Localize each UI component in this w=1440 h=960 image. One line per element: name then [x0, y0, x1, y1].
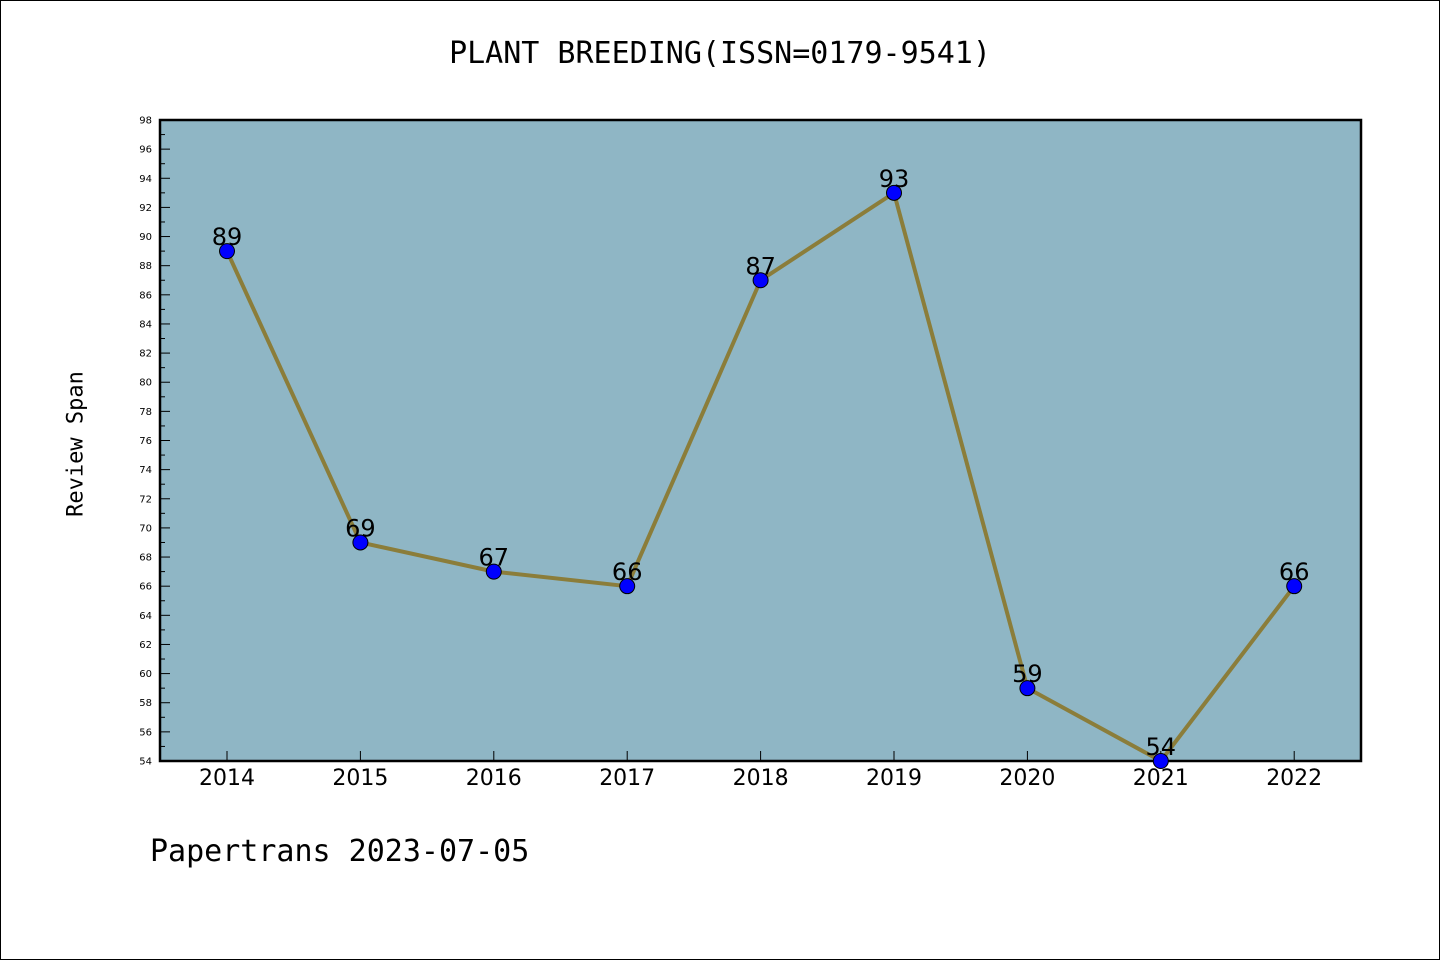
y-tick-label: 80: [139, 378, 152, 389]
x-tick-label: 2015: [332, 766, 388, 791]
plot-area: [158, 118, 1363, 763]
y-tick-label: 78: [139, 407, 152, 418]
x-tick-label: 2014: [199, 766, 255, 791]
y-tick-label: 58: [139, 698, 152, 709]
x-tick-label: 2022: [1266, 766, 1322, 791]
data-label: 54: [1146, 733, 1177, 761]
x-tick-label: 2020: [999, 766, 1055, 791]
y-tick-label: 92: [139, 203, 152, 214]
data-point: [752, 272, 769, 289]
data-label: 93: [879, 165, 910, 193]
y-tick-label: 74: [139, 465, 152, 476]
chart-title: PLANT BREEDING(ISSN=0179-9541): [449, 36, 991, 71]
y-tick-label: 84: [139, 319, 152, 330]
data-point: [219, 243, 235, 260]
y-tick-label: 62: [139, 640, 152, 651]
data-point: [485, 563, 502, 580]
y-axis: 54 56 58 60 62 64 66 68 70 72 74 76 78 80 82 84 86 88 90 92…: [139, 116, 170, 768]
data-label: 87: [745, 252, 776, 280]
data-point: [1019, 680, 1036, 697]
data-label: 89: [212, 223, 243, 251]
y-tick-label: 96: [139, 145, 152, 156]
x-tick-label: 2019: [866, 766, 922, 791]
series-layer: 89 69 67 66 87 93 59 54 66: [212, 165, 1310, 769]
y-tick-label: 94: [139, 174, 152, 185]
y-tick-label: 56: [139, 727, 152, 738]
y-tick-label: 76: [139, 436, 152, 447]
y-tick-label: 70: [139, 523, 152, 534]
y-tick-label: 64: [139, 611, 152, 622]
x-tick-label: 2018: [733, 766, 789, 791]
y-tick-label: 98: [139, 116, 152, 127]
data-point: [886, 184, 902, 201]
data-point: [1286, 578, 1303, 595]
y-tick-label: 60: [139, 669, 152, 680]
x-tick-label: 2017: [599, 766, 655, 791]
data-label: 67: [479, 544, 510, 572]
footer-note: Papertrans 2023-07-05: [150, 834, 530, 869]
y-tick-label: 66: [139, 582, 152, 593]
data-label: 69: [345, 514, 376, 542]
data-point: [619, 578, 636, 595]
data-label: 66: [612, 558, 643, 586]
y-tick-label: 86: [139, 290, 152, 301]
data-label: 66: [1279, 558, 1310, 586]
y-tick-label: 82: [139, 349, 152, 360]
y-tick-label: 90: [139, 232, 152, 243]
data-point: [1152, 753, 1169, 769]
x-tick-label: 2016: [466, 766, 522, 791]
y-tick-label: 72: [139, 494, 152, 505]
y-tick-label: 54: [139, 757, 152, 768]
y-tick-label: 68: [139, 553, 152, 564]
x-tick-label: 2021: [1133, 766, 1189, 791]
y-tick-label: 88: [139, 261, 152, 272]
data-point: [352, 534, 369, 551]
data-label: 59: [1012, 660, 1043, 688]
x-axis: 2014 2015 2016 2017 2018 2019 2020 2021 2022: [199, 751, 1322, 791]
